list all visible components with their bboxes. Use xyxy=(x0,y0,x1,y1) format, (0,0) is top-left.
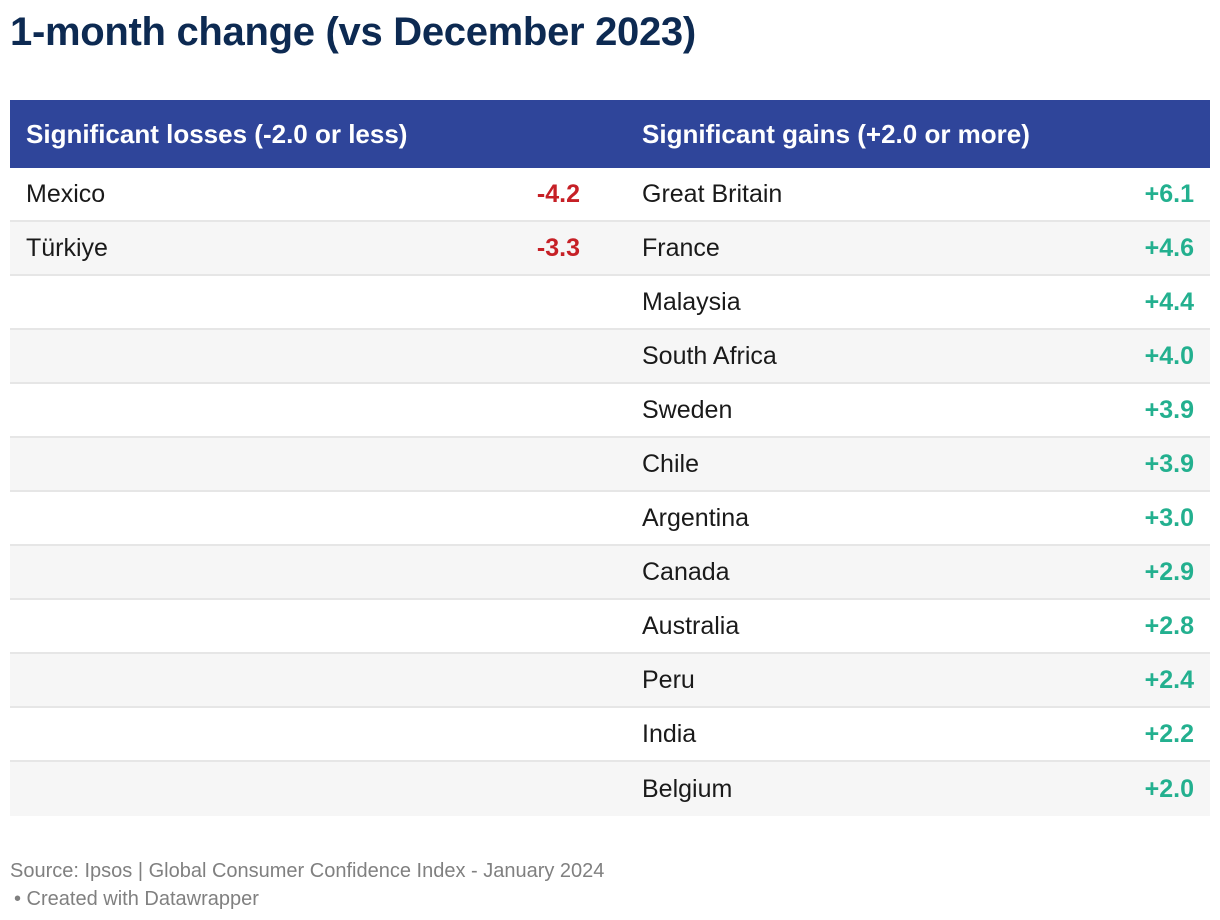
table-row: Belgium +2.0 xyxy=(10,762,1210,816)
gain-country: Peru xyxy=(642,665,695,694)
gain-country: Belgium xyxy=(642,774,733,803)
gain-value: +4.6 xyxy=(1144,233,1194,262)
table-row: Mexico -4.2 Great Britain +6.1 xyxy=(10,168,1210,222)
gain-value: +2.2 xyxy=(1144,719,1194,748)
loss-country xyxy=(10,708,430,760)
gain-value: +2.4 xyxy=(1144,665,1194,694)
column-gap xyxy=(580,276,610,328)
table-row: South Africa +4.0 xyxy=(10,330,1210,384)
loss-value: -3.3 xyxy=(536,233,580,262)
table-row: India +2.2 xyxy=(10,708,1210,762)
gain-country: India xyxy=(642,719,697,748)
header-losses: Significant losses (-2.0 or less) xyxy=(26,118,408,149)
gain-country: Canada xyxy=(642,557,730,586)
change-table: Significant losses (-2.0 or less) Signif… xyxy=(10,100,1210,816)
table-row: Argentina +3.0 xyxy=(10,492,1210,546)
table-row: Sweden +3.9 xyxy=(10,384,1210,438)
loss-value xyxy=(430,708,580,760)
loss-value xyxy=(430,654,580,706)
gain-value: +6.1 xyxy=(1144,179,1194,208)
column-gap xyxy=(580,222,610,274)
column-gap xyxy=(580,708,610,760)
loss-country xyxy=(10,654,430,706)
loss-country xyxy=(10,384,430,436)
gain-value: +4.4 xyxy=(1144,287,1194,316)
column-gap xyxy=(580,438,610,490)
gain-value: +2.8 xyxy=(1144,611,1194,640)
row-padding xyxy=(1194,330,1210,382)
column-gap xyxy=(580,492,610,544)
gain-value: +2.0 xyxy=(1144,774,1194,803)
row-padding xyxy=(1194,546,1210,598)
chart-container: 1-month change (vs December 2023) Signif… xyxy=(10,0,1210,920)
loss-country xyxy=(10,276,430,328)
loss-country xyxy=(10,546,430,598)
gain-country: Sweden xyxy=(642,395,733,424)
header-gains: Significant gains (+2.0 or more) xyxy=(642,118,1030,149)
gain-value: +2.9 xyxy=(1144,557,1194,586)
footer: Source: Ipsos | Global Consumer Confiden… xyxy=(10,857,604,913)
gain-country: Malaysia xyxy=(642,287,741,316)
page-title: 1-month change (vs December 2023) xyxy=(10,10,696,54)
table-body: Mexico -4.2 Great Britain +6.1 Türkiye -3.3 Fr… xyxy=(10,168,1210,816)
column-gap xyxy=(580,600,610,652)
column-gap xyxy=(580,168,610,220)
row-padding xyxy=(1194,600,1210,652)
row-padding xyxy=(1194,762,1210,816)
row-padding xyxy=(1194,222,1210,274)
loss-country xyxy=(10,492,430,544)
column-gap xyxy=(580,384,610,436)
table-header: Significant losses (-2.0 or less) Signif… xyxy=(10,100,1210,168)
loss-country xyxy=(10,438,430,490)
credit-note: • Created with Datawrapper xyxy=(14,888,259,910)
loss-country xyxy=(10,600,430,652)
row-padding xyxy=(1194,492,1210,544)
column-gap xyxy=(580,762,610,816)
loss-value xyxy=(430,276,580,328)
gain-value: +3.0 xyxy=(1144,503,1194,532)
source-note: Source: Ipsos | Global Consumer Confiden… xyxy=(10,860,605,882)
row-padding xyxy=(1194,276,1210,328)
gain-value: +3.9 xyxy=(1144,449,1194,478)
gain-country: Chile xyxy=(642,449,699,478)
loss-value xyxy=(430,438,580,490)
table-row: Malaysia +4.4 xyxy=(10,276,1210,330)
table-row: Peru +2.4 xyxy=(10,654,1210,708)
column-gap xyxy=(580,546,610,598)
gain-country: Great Britain xyxy=(642,179,783,208)
loss-value xyxy=(430,384,580,436)
loss-value xyxy=(430,546,580,598)
table-row: Chile +3.9 xyxy=(10,438,1210,492)
gain-country: Argentina xyxy=(642,503,750,532)
row-padding xyxy=(1194,708,1210,760)
table-row: Türkiye -3.3 France +4.6 xyxy=(10,222,1210,276)
loss-value xyxy=(430,600,580,652)
loss-country xyxy=(10,330,430,382)
row-padding xyxy=(1194,168,1210,220)
gain-country: France xyxy=(642,233,720,262)
gain-country: Australia xyxy=(642,611,740,640)
gain-country: South Africa xyxy=(642,341,777,370)
loss-country: Türkiye xyxy=(26,233,108,262)
column-gap xyxy=(580,654,610,706)
table-row: Australia +2.8 xyxy=(10,600,1210,654)
gain-value: +3.9 xyxy=(1144,395,1194,424)
row-padding xyxy=(1194,654,1210,706)
gain-value: +4.0 xyxy=(1144,341,1194,370)
row-padding xyxy=(1194,384,1210,436)
loss-value xyxy=(430,762,580,816)
loss-value: -4.2 xyxy=(536,179,580,208)
table-row: Canada +2.9 xyxy=(10,546,1210,600)
loss-value xyxy=(430,330,580,382)
column-gap xyxy=(580,330,610,382)
row-padding xyxy=(1194,438,1210,490)
loss-country: Mexico xyxy=(26,179,106,208)
loss-value xyxy=(430,492,580,544)
loss-country xyxy=(10,762,430,816)
